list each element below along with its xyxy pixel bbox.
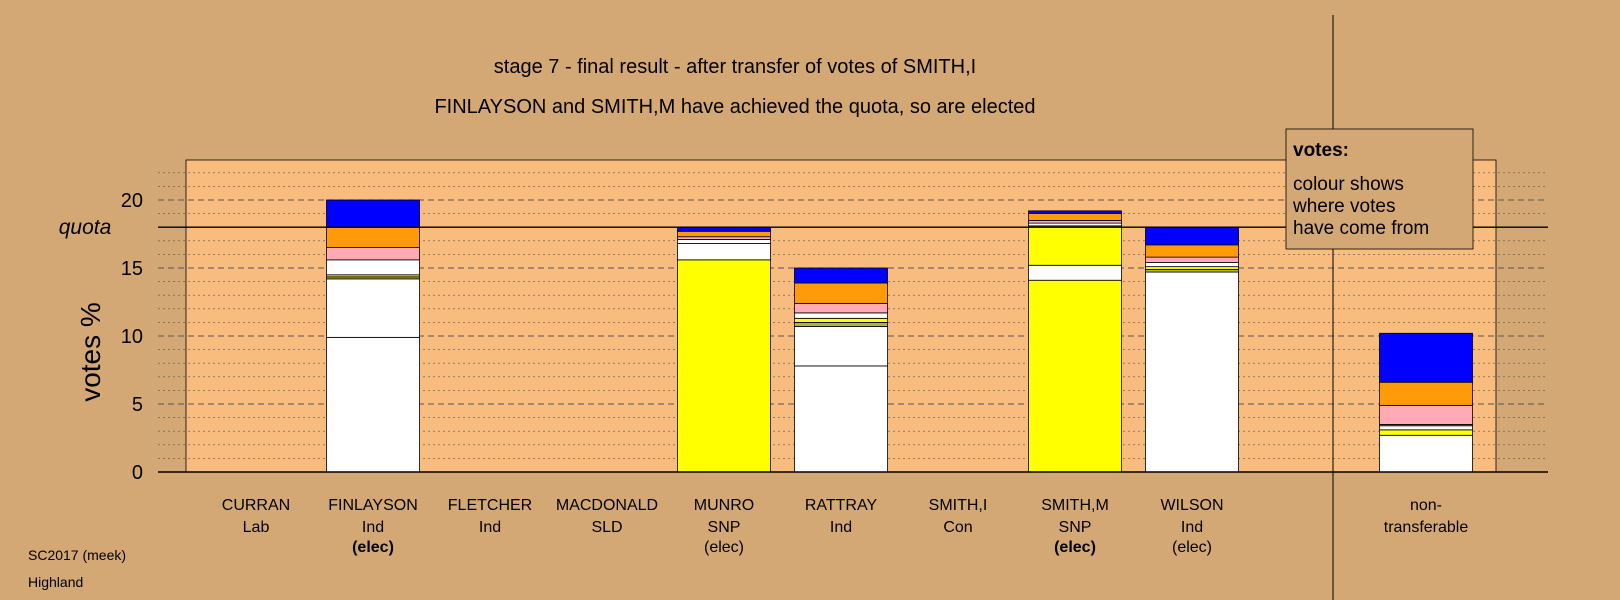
candidate-name-label: FLETCHER	[448, 497, 532, 514]
candidate-status-label: (elec)	[1172, 539, 1212, 556]
bar-segment	[1028, 219, 1122, 224]
chart-title: stage 7 - final result - after transfer …	[494, 56, 976, 78]
bar-segment	[1028, 222, 1122, 227]
bar-segment	[326, 259, 420, 276]
candidate-name-label: WILSON	[1160, 497, 1223, 514]
bar-segment	[1145, 244, 1239, 258]
bar-segment	[1145, 256, 1239, 263]
y-tick-label: 20	[121, 190, 143, 212]
bar-segment	[794, 317, 888, 323]
candidate-name-label: MUNRO	[694, 497, 754, 514]
y-axis-label: votes %	[75, 302, 106, 402]
candidate-party-label: SNP	[1059, 519, 1092, 536]
bar-segment	[1145, 271, 1239, 473]
candidate-name-label: SMITH,M	[1041, 497, 1109, 514]
bar-segment	[794, 312, 888, 319]
footer-region: Highland	[28, 574, 83, 590]
bar-segment	[1145, 262, 1239, 268]
candidate-party-label: Ind	[830, 519, 852, 536]
candidate-party-label: Ind	[479, 519, 501, 536]
quota-label: quota	[59, 216, 112, 239]
y-tick-label: 0	[132, 462, 143, 484]
bar-segment	[1145, 226, 1239, 246]
bar-segment	[677, 259, 771, 473]
bar-segment	[677, 243, 771, 261]
legend-box: votes: colour shows where votes have com…	[1285, 128, 1474, 250]
bar-segment	[1145, 268, 1239, 273]
bar-segment	[794, 282, 888, 304]
candidate-status-label: (elec)	[704, 539, 744, 556]
bar-segment	[326, 199, 420, 228]
y-tick-label: 5	[132, 394, 143, 416]
bar-segment	[1028, 210, 1122, 215]
candidate-name-label: CURRAN	[222, 497, 290, 514]
bar-segment	[677, 230, 771, 238]
bar-segment	[794, 326, 888, 367]
bar-segment	[794, 321, 888, 327]
bars	[326, 199, 1473, 473]
bar-segment	[1379, 332, 1473, 383]
bar-segment	[677, 236, 771, 240]
bar-segment	[794, 302, 888, 314]
candidate-party-label: Con	[943, 519, 972, 536]
bar-segment	[1379, 381, 1473, 406]
bar-segment	[677, 239, 771, 244]
candidate-status-label: (elec)	[352, 539, 394, 556]
candidate-party-label: Ind	[362, 519, 384, 536]
bar-segment	[794, 365, 888, 473]
candidate-party-label: SNP	[708, 519, 741, 536]
bar-segment	[1028, 279, 1122, 473]
bar-segment	[1145, 266, 1239, 270]
y-axis-ticks: 0 5 10 15 20	[121, 190, 143, 484]
candidate-status-label: (elec)	[1054, 539, 1096, 556]
y-tick-label: 15	[121, 258, 143, 280]
bar-segment	[326, 226, 420, 248]
legend-line-3: have come from	[1293, 218, 1429, 239]
legend-heading: votes:	[1293, 140, 1349, 161]
x-axis-labels: CURRAN Lab FINLAYSON Ind (elec) FLETCHER Ind MA…	[222, 497, 1469, 556]
candidate-party-label: SLD	[591, 519, 622, 536]
bar-segment	[1379, 434, 1473, 473]
bar-segment	[326, 336, 420, 473]
bar-segment	[794, 267, 888, 284]
bar-segment	[1379, 404, 1473, 425]
candidate-party-label: Lab	[243, 519, 270, 536]
candidate-name-label: RATTRAY	[805, 497, 878, 514]
candidate-party-label: Ind	[1181, 519, 1203, 536]
y-tick-label: 10	[121, 326, 143, 348]
nontransferable-label-2: transferable	[1384, 519, 1469, 536]
bar-segment	[1379, 425, 1473, 431]
nontransferable-label-1: non-	[1410, 497, 1442, 514]
bar-segment	[326, 247, 420, 261]
bar-segment	[326, 278, 420, 338]
bar-segment	[1028, 213, 1122, 221]
bar-segment	[1379, 429, 1473, 436]
candidate-name-label: SMITH,I	[929, 497, 988, 514]
legend-line-1: colour shows	[1293, 174, 1404, 195]
bar-segment	[1028, 225, 1122, 266]
legend-rect	[1285, 128, 1474, 250]
candidate-name-label: MACDONALD	[556, 497, 658, 514]
bar-segment	[1028, 264, 1122, 281]
candidate-name-label: FINLAYSON	[328, 497, 418, 514]
footer-source: SC2017 (meek)	[28, 547, 126, 563]
chart-subtitle: FINLAYSON and SMITH,M have achieved the …	[434, 96, 1035, 118]
legend-line-2: where votes	[1292, 196, 1395, 217]
